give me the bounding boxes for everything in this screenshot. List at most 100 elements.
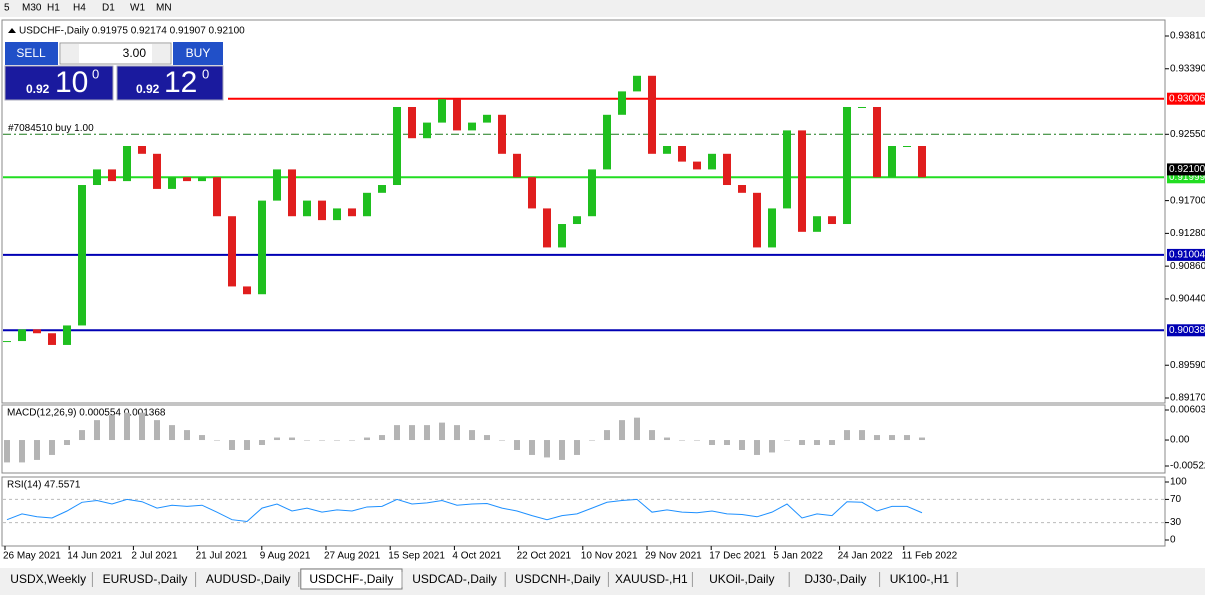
macd-bar — [184, 430, 190, 441]
date-label: 15 Sep 2021 — [388, 551, 445, 562]
date-label: 29 Nov 2021 — [645, 551, 702, 562]
tab[interactable]: AUDUSD-,Daily — [206, 572, 291, 586]
macd-bar — [784, 440, 790, 441]
current-price-box — [1167, 163, 1205, 176]
price-label: 0.93390 — [1170, 63, 1205, 74]
tab[interactable]: USDX,Weekly — [10, 572, 86, 586]
macd-bar — [139, 412, 145, 441]
macd-bar — [484, 435, 490, 441]
candle — [198, 177, 206, 182]
sell-price-box[interactable] — [4, 65, 114, 101]
macd-bar — [739, 440, 745, 450]
candle — [453, 99, 461, 131]
macd-bar — [169, 425, 175, 441]
macd-bar — [694, 440, 700, 441]
rsi-tick-label: 70 — [1170, 494, 1182, 505]
candle — [663, 146, 671, 154]
candle — [708, 153, 716, 170]
candle — [828, 216, 836, 225]
timeframe[interactable]: M30 — [22, 3, 42, 14]
candle — [3, 341, 11, 343]
volume: 3.00 — [123, 46, 147, 60]
candle — [423, 122, 431, 139]
macd-tick-label: -0.00522 — [1170, 461, 1205, 472]
candle — [483, 114, 491, 123]
buy-price-big: 0.92 — [136, 82, 160, 96]
macd-bar — [499, 440, 505, 441]
candle — [48, 333, 56, 345]
macd-bar — [634, 417, 640, 441]
volume-down[interactable] — [61, 44, 79, 63]
buy-button[interactable] — [173, 42, 223, 65]
macd-bar — [679, 440, 685, 441]
candle — [468, 122, 476, 131]
tab[interactable]: USDCHF-,Daily — [309, 572, 393, 586]
date-label: 17 Dec 2021 — [709, 551, 766, 562]
candle — [783, 130, 791, 209]
buy-pips: 12 — [164, 66, 197, 99]
macd-bar — [79, 430, 85, 441]
candle — [93, 169, 101, 186]
macd-bar — [154, 420, 160, 441]
macd-bar — [379, 435, 385, 441]
candle — [678, 146, 686, 162]
level-label-box — [1167, 248, 1205, 261]
candle — [633, 75, 641, 92]
macd-bar — [844, 430, 850, 441]
candle — [33, 329, 41, 334]
macd-bar — [259, 440, 265, 446]
buy-price-box[interactable] — [116, 65, 224, 101]
tab[interactable]: USDCAD-,Daily — [412, 572, 497, 586]
macd-bar — [574, 440, 580, 455]
macd-bar — [409, 425, 415, 441]
main-frame — [1, 19, 1166, 404]
date-label: 26 May 2021 — [3, 551, 61, 562]
volume-input[interactable] — [59, 42, 172, 65]
tab[interactable]: XAUUSD-,H1 — [615, 572, 688, 586]
level-label-box — [1167, 92, 1205, 105]
candle — [588, 169, 596, 217]
candle — [318, 200, 326, 221]
tab[interactable]: DJ30-,Daily — [804, 572, 866, 586]
rsi-tick-label: 0 — [1170, 535, 1176, 546]
timeframe[interactable]: W1 — [130, 3, 145, 14]
sell-pips: 10 — [55, 66, 88, 99]
candle — [303, 200, 311, 217]
timeframe[interactable]: 5 — [4, 3, 10, 14]
level-label-box — [1167, 324, 1205, 337]
timeframe[interactable]: H4 — [73, 3, 86, 14]
candle — [558, 224, 566, 248]
macd-frame — [1, 404, 1166, 474]
tab[interactable]: USDCNH-,Daily — [515, 572, 600, 586]
candle — [498, 114, 506, 154]
chart-header: USDCHF-,Daily 0.91975 0.92174 0.91907 0.… — [19, 26, 245, 37]
tab[interactable]: UK100-,H1 — [890, 572, 950, 586]
trade-line-label: #7084510 buy 1.00 — [8, 123, 94, 134]
date-label: 4 Oct 2021 — [452, 551, 501, 562]
price-label: 0.92550 — [1170, 129, 1205, 140]
macd-bar — [904, 435, 910, 441]
candle — [243, 286, 251, 295]
tab-bar — [0, 568, 1205, 595]
candle — [513, 153, 521, 178]
price-label: 0.91700 — [1170, 195, 1205, 206]
candle — [348, 208, 356, 217]
candle — [798, 130, 806, 232]
candle — [123, 146, 131, 182]
sell-price-big: 0.92 — [26, 82, 50, 96]
macd-bar — [619, 420, 625, 441]
timeframe[interactable]: H1 — [47, 3, 60, 14]
timeframe[interactable]: MN — [156, 3, 172, 14]
level-label: 0.91999 — [1169, 172, 1205, 183]
candle — [378, 185, 386, 193]
sell-button[interactable] — [5, 42, 58, 65]
candle — [63, 325, 71, 345]
price-label: 0.90440 — [1170, 294, 1205, 305]
timeframe[interactable]: D1 — [102, 3, 115, 14]
tab[interactable]: UKOil-,Daily — [709, 572, 774, 586]
tab[interactable]: EURUSD-,Daily — [103, 572, 188, 586]
volume-up[interactable] — [152, 44, 170, 63]
macd-bar — [604, 430, 610, 441]
